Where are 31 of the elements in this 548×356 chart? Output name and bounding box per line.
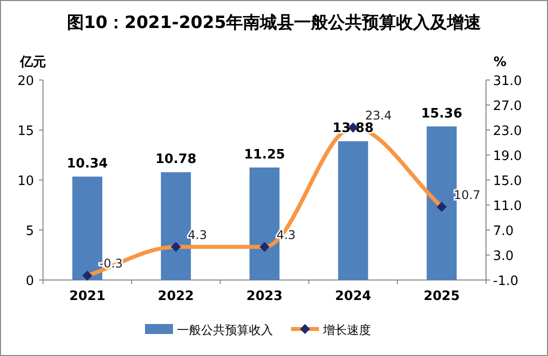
bar: [426, 126, 457, 280]
y-tick-label: 15: [17, 124, 34, 139]
y2-tick-label: 27.0: [493, 99, 522, 114]
chart-title: 图10：2021-2025年南城县一般公共预算收入及增速: [66, 13, 482, 33]
x-tick-label: 2022: [158, 289, 194, 304]
y2-tick-label: 11.0: [493, 199, 522, 214]
y2-tick-label: 23.0: [493, 124, 522, 139]
x-tick-label: 2021: [69, 289, 106, 304]
y2-tick-label: -1.0: [493, 274, 518, 289]
y-tick-label: 20: [17, 74, 34, 89]
y2-tick-label: 3.0: [493, 249, 514, 264]
x-tick-label: 2023: [246, 289, 283, 304]
legend-label: 一般公共预算收入: [177, 323, 273, 337]
y-tick-label: 10: [17, 174, 34, 189]
x-tick-label: 2024: [335, 289, 372, 304]
y2-tick-label: 19.0: [493, 149, 522, 164]
legend-label: 增长速度: [322, 323, 371, 337]
y2-tick-label: 31.0: [493, 74, 522, 89]
data-label: 10.78: [155, 152, 196, 168]
y2-tick-label: 7.0: [493, 224, 514, 239]
x-tick-label: 2025: [424, 289, 460, 304]
y-tick-label: 5: [26, 224, 34, 239]
data-label: 15.36: [421, 106, 462, 122]
y2-axis-title: %: [493, 55, 507, 70]
y-axis-title: 亿元: [19, 55, 46, 70]
bar: [338, 141, 368, 280]
y2-tick-label: 15.0: [493, 174, 522, 189]
data-label: 11.25: [244, 148, 286, 162]
y-tick-label: 0: [26, 274, 34, 289]
data-label: 10.34: [66, 156, 108, 172]
data-label: 23.4: [365, 108, 392, 122]
